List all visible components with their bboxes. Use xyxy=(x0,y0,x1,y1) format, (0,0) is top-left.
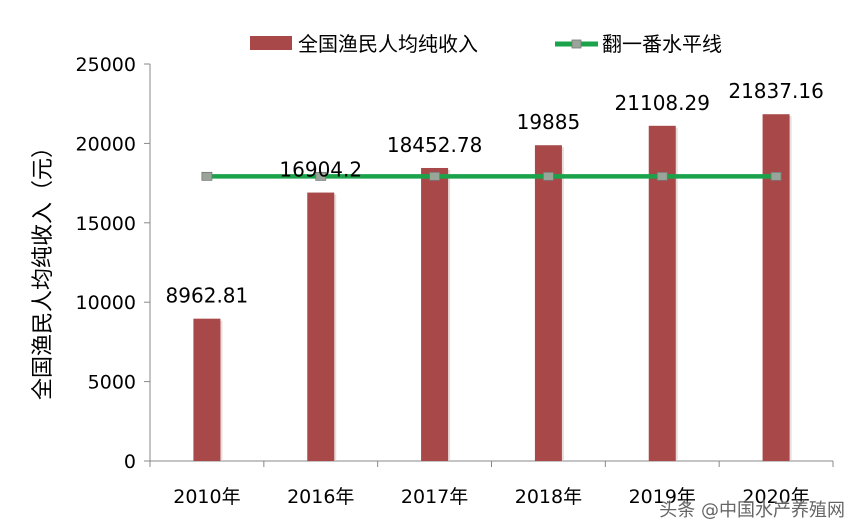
y-ticks: 0 5000 10000 15000 20000 25000 xyxy=(76,54,136,473)
bar-data-label: 16904.2 xyxy=(279,158,362,182)
y-tick-label: 0 xyxy=(124,451,136,473)
bar xyxy=(534,145,562,461)
line-point-marker xyxy=(770,171,782,181)
x-tick-label: 2020年 xyxy=(742,486,809,508)
bar xyxy=(762,114,790,462)
line-point-marker xyxy=(429,171,440,181)
legend: 全国渔民人均纯收入 翻一番水平线 xyxy=(250,32,722,56)
line-point-marker xyxy=(543,171,554,181)
bar-data-label: 18452.78 xyxy=(387,133,482,157)
bar xyxy=(307,192,335,461)
bar xyxy=(421,167,449,461)
y-tick-label: 20000 xyxy=(76,133,136,155)
bar-data-label: 21108.29 xyxy=(615,91,710,115)
line-point-marker xyxy=(656,171,668,181)
bar xyxy=(648,125,676,461)
data-labels: 8962.81 16904.2 18452.78 19885 21108.29 21837… xyxy=(166,79,824,307)
y-tick-label: 5000 xyxy=(88,372,136,394)
legend-label-double-line: 翻一番水平线 xyxy=(602,32,722,56)
line-point-marker xyxy=(315,171,327,181)
bar-data-label: 19885 xyxy=(517,110,581,134)
legend-marker-double-line xyxy=(571,39,582,49)
y-axis-label: 全国渔民人均纯收入（元） xyxy=(31,136,56,400)
y-tick-label: 10000 xyxy=(76,292,136,314)
x-tick-label: 2016年 xyxy=(287,486,354,508)
x-ticks: 2010年 2016年 2017年 2018年 2019年 2020年 xyxy=(173,486,810,508)
x-tick-label: 2018年 xyxy=(515,486,582,508)
line-point-marker xyxy=(201,171,213,181)
x-tick-label: 2017年 xyxy=(401,486,468,508)
legend-swatch-income xyxy=(250,36,292,50)
x-tick-label: 2010年 xyxy=(173,486,240,508)
x-tick-label: 2019年 xyxy=(629,486,696,508)
line-series xyxy=(201,171,782,181)
bars xyxy=(193,114,792,462)
y-tick-label: 15000 xyxy=(76,213,136,235)
bar xyxy=(193,318,221,461)
bar-data-label: 8962.81 xyxy=(166,284,249,308)
bar-data-label: 21837.16 xyxy=(728,79,823,103)
legend-label-income: 全国渔民人均纯收入 xyxy=(298,32,478,56)
y-tick-label: 25000 xyxy=(76,54,136,76)
axes xyxy=(144,63,834,467)
watermark: 头条 @中国水产养殖网 xyxy=(659,500,845,521)
